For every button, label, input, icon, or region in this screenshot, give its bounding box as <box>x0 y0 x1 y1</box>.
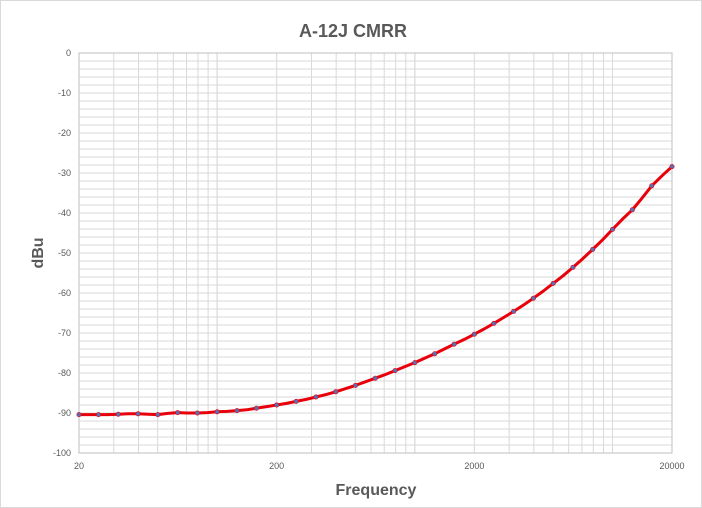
data-point <box>234 408 240 414</box>
data-point <box>293 398 299 404</box>
data-point <box>135 411 141 417</box>
x-axis-title: Frequency <box>336 482 417 499</box>
y-tick-label: -100 <box>53 448 71 458</box>
plot-area-border <box>78 52 673 454</box>
data-point <box>451 341 457 347</box>
x-tick-labels: 20 200 2000 20000 <box>74 461 685 471</box>
data-point <box>629 207 635 213</box>
y-tick-label: -30 <box>58 168 71 178</box>
series-markers <box>76 164 675 418</box>
y-tick-label: -20 <box>58 128 71 138</box>
x-tick-label: 20 <box>74 461 84 471</box>
data-point <box>471 331 477 337</box>
y-tick-label: -70 <box>58 328 71 338</box>
y-tick-label: -40 <box>58 208 71 218</box>
y-tick-label: -60 <box>58 288 71 298</box>
data-point <box>550 280 556 286</box>
data-point <box>253 405 259 411</box>
x-tick-label: 2000 <box>464 461 484 471</box>
data-point <box>570 264 576 270</box>
data-point <box>115 411 121 417</box>
data-point <box>274 402 280 408</box>
data-point <box>214 409 220 415</box>
data-point <box>511 308 517 314</box>
data-point <box>372 375 378 381</box>
data-point <box>530 295 536 301</box>
y-axis-title: dBu <box>30 237 47 268</box>
y-tick-label: -50 <box>58 248 71 258</box>
data-point <box>313 394 319 400</box>
y-tick-label: -80 <box>58 368 71 378</box>
data-point <box>669 164 675 170</box>
data-point <box>333 389 339 395</box>
x-tick-label: 20000 <box>659 461 684 471</box>
y-tick-label: -90 <box>58 408 71 418</box>
data-point <box>352 382 358 388</box>
data-point <box>412 360 418 366</box>
data-point <box>194 410 200 416</box>
grid <box>79 52 672 454</box>
data-point <box>649 183 655 189</box>
x-tick-label: 200 <box>269 461 284 471</box>
data-point <box>590 246 596 252</box>
y-tick-label: -10 <box>58 88 71 98</box>
data-point <box>76 412 82 418</box>
chart-title: A-12J CMRR <box>299 21 407 41</box>
data-point <box>491 320 497 326</box>
y-tick-labels: 0 -10 -20 -30 -40 -50 -60 -70 -80 -90 -100 <box>53 48 71 458</box>
data-point <box>392 368 398 374</box>
y-tick-label: 0 <box>66 48 71 58</box>
data-point <box>609 226 615 232</box>
data-point <box>432 351 438 357</box>
data-point <box>175 410 181 416</box>
data-point <box>155 412 161 418</box>
data-point <box>95 412 101 418</box>
